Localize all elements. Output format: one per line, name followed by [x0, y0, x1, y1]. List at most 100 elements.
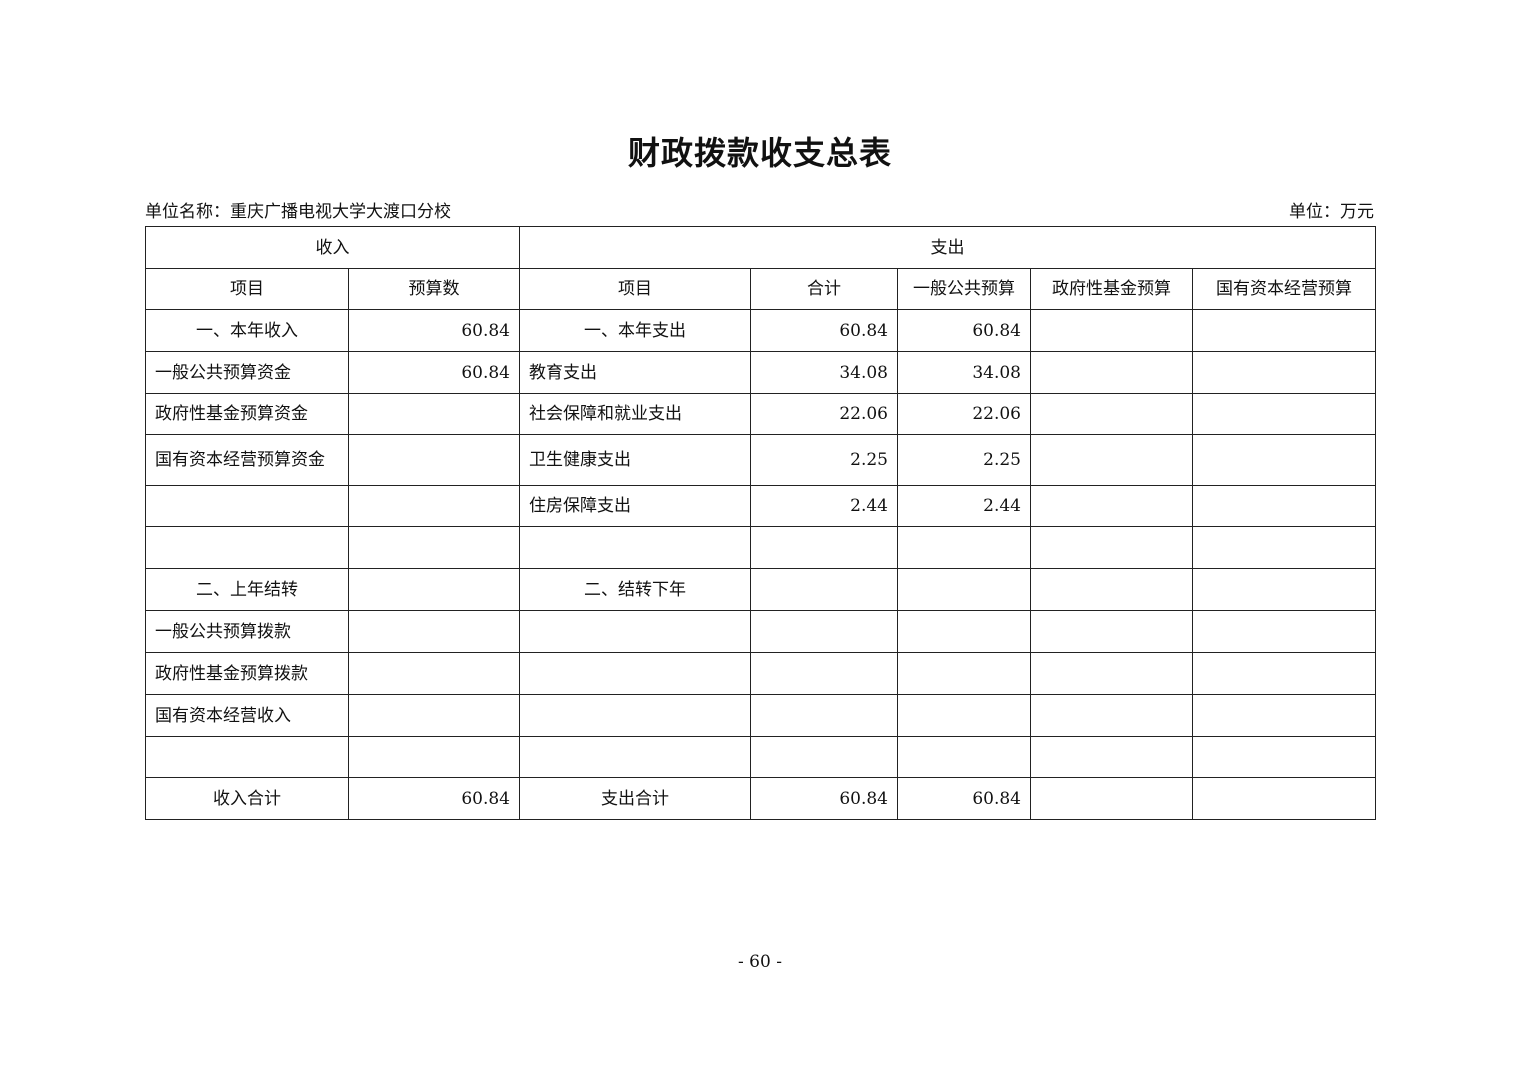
table-cell: 60.84 — [348, 351, 520, 394]
table-cell — [348, 694, 520, 737]
table-cell — [348, 526, 520, 569]
table-row — [145, 526, 1377, 569]
table-cell — [348, 610, 520, 653]
table-cell — [348, 434, 520, 486]
table-row: 住房保障支出 2.44 2.44 — [145, 485, 1377, 527]
table-cell — [1030, 393, 1193, 435]
table-cell — [1030, 434, 1193, 486]
table-cell — [1191, 351, 1377, 394]
table-row: 一、本年收入 60.84 一、本年支出 60.84 60.84 — [145, 309, 1377, 352]
table-cell: 政府性基金预算资金 — [145, 393, 349, 435]
table-cell — [519, 652, 751, 695]
table-cell: 国有资本经营预算资金 — [145, 434, 349, 486]
table-cell: 支出合计 — [519, 777, 751, 820]
table-cell: 一般公共预算拨款 — [145, 610, 349, 653]
table-cell — [1030, 568, 1193, 611]
group-header-row: 收入 支出 — [145, 226, 1377, 269]
table-cell — [1191, 526, 1377, 569]
table-cell — [519, 610, 751, 653]
table-cell — [348, 568, 520, 611]
table-cell: 22.06 — [750, 393, 898, 435]
table-row: 一般公共预算拨款 — [145, 610, 1377, 653]
table-cell: 34.08 — [897, 351, 1031, 394]
table-cell: 一般公共预算资金 — [145, 351, 349, 394]
table-cell — [897, 652, 1031, 695]
column-header: 国有资本经营预算 — [1191, 268, 1377, 310]
table-cell: 二、结转下年 — [519, 568, 751, 611]
table-row: 政府性基金预算拨款 — [145, 652, 1377, 695]
table-cell — [348, 393, 520, 435]
column-header-row: 项目 预算数 项目 合计 一般公共预算 政府性基金预算 国有资本经营预算 — [145, 268, 1377, 310]
column-header: 合计 — [750, 268, 898, 310]
table-cell — [519, 694, 751, 737]
table-cell — [1191, 610, 1377, 653]
table-cell — [750, 652, 898, 695]
fiscal-appropriation-table: 收入 支出 项目 预算数 项目 合计 一般公共预算 政府性基金预算 国有资本经营… — [145, 226, 1377, 820]
table-row: 收入合计 60.84 支出合计 60.84 60.84 — [145, 777, 1377, 820]
table-cell — [750, 694, 898, 737]
table-cell: 住房保障支出 — [519, 485, 751, 527]
table-cell — [1191, 568, 1377, 611]
unit-name: 单位名称：重庆广播电视大学大渡口分校 — [145, 202, 451, 222]
table-cell — [897, 610, 1031, 653]
table-cell — [348, 485, 520, 527]
table-row: 国有资本经营收入 — [145, 694, 1377, 737]
table-cell — [1030, 485, 1193, 527]
table-cell: 34.08 — [750, 351, 898, 394]
page-title: 财政拨款收支总表 — [627, 134, 892, 172]
column-header: 项目 — [519, 268, 751, 310]
table-cell: 60.84 — [750, 777, 898, 820]
table-cell: 60.84 — [897, 309, 1031, 352]
income-header: 收入 — [145, 226, 520, 269]
table-cell — [145, 485, 349, 527]
table-cell — [1191, 652, 1377, 695]
table-cell — [750, 526, 898, 569]
table-cell — [1030, 610, 1193, 653]
table-cell: 政府性基金预算拨款 — [145, 652, 349, 695]
table-cell: 60.84 — [348, 309, 520, 352]
column-header: 项目 — [145, 268, 349, 310]
table-cell: 2.44 — [750, 485, 898, 527]
table-cell — [1030, 652, 1193, 695]
table-cell: 60.84 — [897, 777, 1031, 820]
table-row — [145, 736, 1377, 778]
table-cell — [750, 610, 898, 653]
table-cell: 60.84 — [348, 777, 520, 820]
table-cell — [519, 736, 751, 778]
table-cell: 收入合计 — [145, 777, 349, 820]
table-cell — [348, 736, 520, 778]
table-row: 国有资本经营预算资金 卫生健康支出 2.25 2.25 — [145, 434, 1377, 486]
table-cell: 教育支出 — [519, 351, 751, 394]
table-cell — [1030, 736, 1193, 778]
table-cell: 60.84 — [750, 309, 898, 352]
column-header: 预算数 — [348, 268, 520, 310]
table-cell — [145, 736, 349, 778]
table-cell: 2.25 — [750, 434, 898, 486]
table-row: 二、上年结转 二、结转下年 — [145, 568, 1377, 611]
table-cell — [750, 568, 898, 611]
table-cell: 2.44 — [897, 485, 1031, 527]
table-cell: 国有资本经营收入 — [145, 694, 349, 737]
table-cell — [1191, 434, 1377, 486]
table-cell — [750, 736, 898, 778]
table-cell — [897, 526, 1031, 569]
table-cell: 22.06 — [897, 393, 1031, 435]
table-cell — [1191, 736, 1377, 778]
table-row: 政府性基金预算资金 社会保障和就业支出 22.06 22.06 — [145, 393, 1377, 435]
table-cell — [1030, 777, 1193, 820]
table-row: 一般公共预算资金 60.84 教育支出 34.08 34.08 — [145, 351, 1377, 394]
table-cell — [1030, 526, 1193, 569]
page-number: - 60 - — [738, 952, 782, 972]
table-cell — [1030, 694, 1193, 737]
expense-header: 支出 — [518, 226, 1377, 269]
table-cell — [897, 736, 1031, 778]
table-cell — [897, 694, 1031, 737]
table-cell: 2.25 — [897, 434, 1031, 486]
table-cell — [519, 526, 751, 569]
table-cell: 一、本年支出 — [519, 309, 751, 352]
currency-unit: 单位：万元 — [1289, 202, 1374, 222]
table-cell — [348, 652, 520, 695]
table-cell — [1030, 309, 1193, 352]
column-header: 政府性基金预算 — [1030, 268, 1193, 310]
table-cell: 二、上年结转 — [145, 568, 349, 611]
